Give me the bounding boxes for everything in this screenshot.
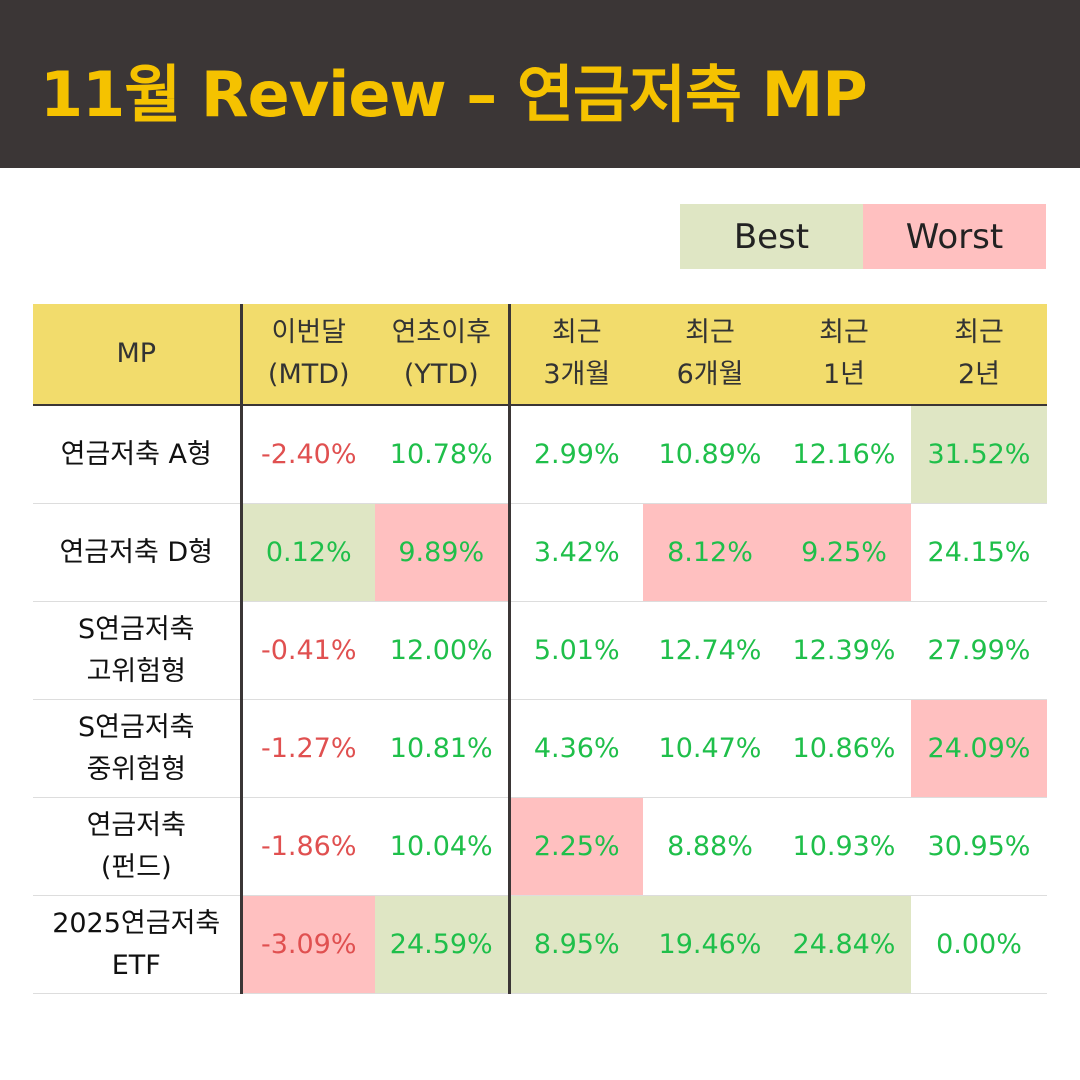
return-value-cell: 30.95% <box>911 797 1047 896</box>
column-header-mtd: 이번달 (MTD) <box>241 304 375 406</box>
mp-performance-table: MP 이번달 (MTD) 연초이후 (YTD) 최근 3개월 최근 6개월 최근… <box>33 304 1047 994</box>
return-value-cell: 10.47% <box>643 699 777 798</box>
return-value-cell: 24.84% <box>777 895 911 994</box>
table-row: S연금저축 중위험형 -1.27% 10.81% 4.36% 10.47% 10.86% 24… <box>33 699 1047 798</box>
table-row: 연금저축 D형 0.12% 9.89% 3.42% 8.12% 9.25% 24.15% <box>33 503 1047 602</box>
legend: Best Worst <box>680 204 1046 269</box>
return-value-cell: 10.81% <box>375 699 511 798</box>
mp-name-line: 연금저축 D형 <box>59 536 214 568</box>
table-row: S연금저축 고위험형 -0.41% 12.00% 5.01% 12.74% 12.39% 27… <box>33 601 1047 700</box>
return-value-cell: 9.89% <box>375 503 511 602</box>
return-value-cell: 10.89% <box>643 405 777 504</box>
mp-name-cell: 2025연금저축 ETF <box>33 895 243 994</box>
return-value-cell: 8.88% <box>643 797 777 896</box>
legend-worst: Worst <box>863 204 1046 269</box>
column-header-1y: 최근 1년 <box>777 304 911 406</box>
column-header-3m: 최근 3개월 <box>509 304 643 406</box>
return-value-cell: 2.99% <box>509 405 643 504</box>
return-value-cell: 12.16% <box>777 405 911 504</box>
column-header-ytd: 연초이후 (YTD) <box>375 304 511 406</box>
return-value-cell: 2.25% <box>509 797 643 896</box>
table-header-row: MP 이번달 (MTD) 연초이후 (YTD) 최근 3개월 최근 6개월 최근… <box>33 304 1047 406</box>
return-value-cell: 10.04% <box>375 797 511 896</box>
legend-best: Best <box>680 204 863 269</box>
return-value-cell: -1.86% <box>241 797 375 896</box>
mp-name-cell: 연금저축 A형 <box>33 405 243 504</box>
table-row: 연금저축 A형 -2.40% 10.78% 2.99% 10.89% 12.16% 31.5… <box>33 405 1047 504</box>
return-value-cell: -2.40% <box>241 405 375 504</box>
mp-name-line: S연금저축 <box>78 613 195 645</box>
return-value-cell: 12.39% <box>777 601 911 700</box>
return-value-cell: 12.74% <box>643 601 777 700</box>
column-header-6m: 최근 6개월 <box>643 304 777 406</box>
mp-name-line: S연금저축 <box>78 711 195 743</box>
return-value-cell: 4.36% <box>509 699 643 798</box>
mp-name-cell: 연금저축 D형 <box>33 503 243 602</box>
return-value-cell: 24.09% <box>911 699 1047 798</box>
return-value-cell: 19.46% <box>643 895 777 994</box>
header-banner: 11월 Review – 연금저축 MP <box>0 0 1080 168</box>
mp-name-line: 중위험형 <box>86 753 186 785</box>
return-value-cell: 10.78% <box>375 405 511 504</box>
mp-name-line: 연금저축 <box>86 809 186 841</box>
return-value-cell: 24.59% <box>375 895 511 994</box>
return-value-cell: -0.41% <box>241 601 375 700</box>
return-value-cell: 12.00% <box>375 601 511 700</box>
return-value-cell: 0.12% <box>241 503 375 602</box>
mp-name-cell: 연금저축 (펀드) <box>33 797 243 896</box>
return-value-cell: 10.93% <box>777 797 911 896</box>
return-value-cell: 5.01% <box>509 601 643 700</box>
return-value-cell: 8.95% <box>509 895 643 994</box>
return-value-cell: 3.42% <box>509 503 643 602</box>
column-header-2y: 최근 2년 <box>911 304 1047 406</box>
table-row: 2025연금저축 ETF -3.09% 24.59% 8.95% 19.46% 24.84%… <box>33 895 1047 994</box>
return-value-cell: -1.27% <box>241 699 375 798</box>
return-value-cell: 0.00% <box>911 895 1047 994</box>
mp-name-line: 연금저축 A형 <box>60 438 212 470</box>
return-value-cell: -3.09% <box>241 895 375 994</box>
column-header-mp: MP <box>33 304 243 406</box>
return-value-cell: 31.52% <box>911 405 1047 504</box>
mp-name-line: (펀드) <box>100 851 172 883</box>
return-value-cell: 9.25% <box>777 503 911 602</box>
table-row: 연금저축 (펀드) -1.86% 10.04% 2.25% 8.88% 10.93% 30.9… <box>33 797 1047 896</box>
mp-name-line: 2025연금저축 <box>52 907 221 939</box>
return-value-cell: 24.15% <box>911 503 1047 602</box>
mp-name-line: 고위험형 <box>86 655 186 687</box>
return-value-cell: 8.12% <box>643 503 777 602</box>
mp-name-line: ETF <box>111 949 161 981</box>
page-title: 11월 Review – 연금저축 MP <box>40 58 868 131</box>
table-body: 연금저축 A형 -2.40% 10.78% 2.99% 10.89% 12.16% 31.5… <box>33 405 1047 994</box>
return-value-cell: 10.86% <box>777 699 911 798</box>
return-value-cell: 27.99% <box>911 601 1047 700</box>
